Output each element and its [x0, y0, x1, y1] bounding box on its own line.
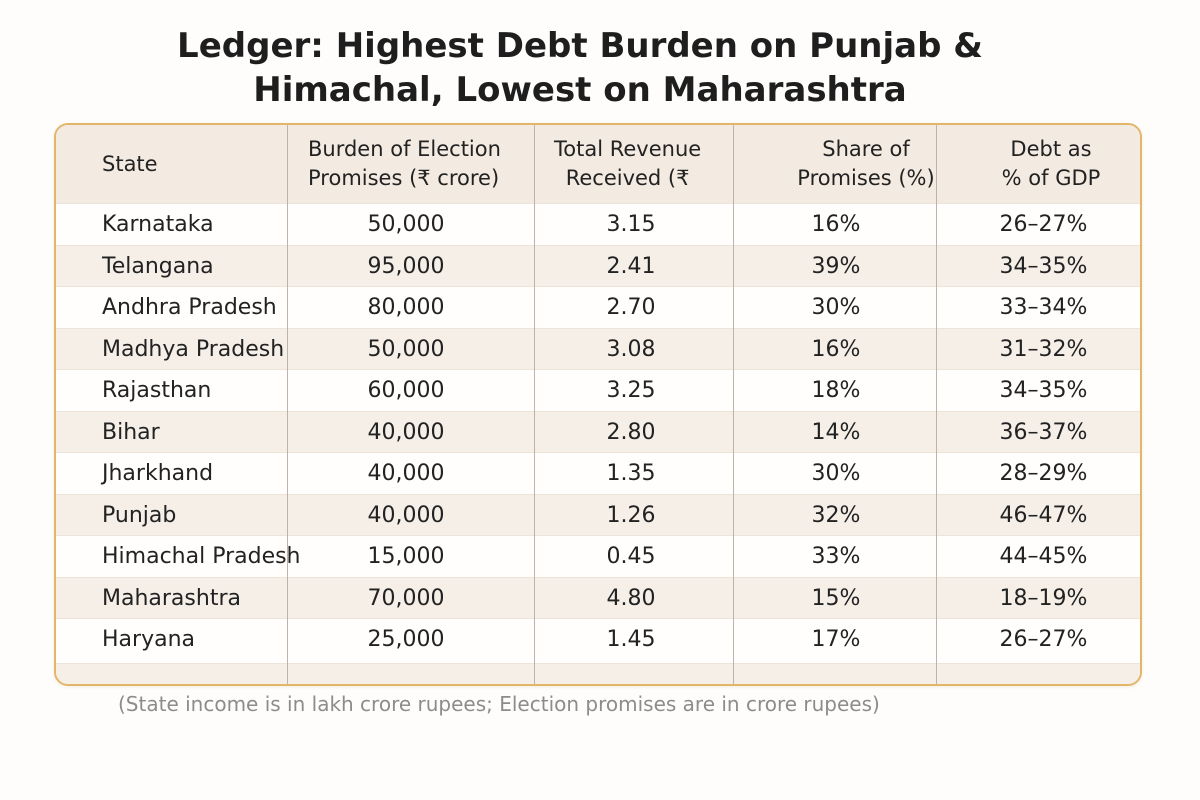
- cell-share: 30%: [811, 295, 861, 321]
- cell-state: Madhya Pradesh: [102, 336, 285, 362]
- cell-burden: 40,000: [367, 419, 445, 445]
- header-share-line1: Share of: [822, 137, 910, 161]
- cell-share: 16%: [811, 212, 861, 238]
- cell-state: Himachal Pradesh: [102, 544, 301, 570]
- table-row: Maharashtra 70,000 4.80 15% 18–19%: [56, 576, 1140, 619]
- cell-share: 32%: [811, 502, 861, 528]
- table-row: Telangana 95,000 2.41 39% 34–35%: [56, 244, 1140, 287]
- cell-share: 17%: [811, 627, 861, 653]
- data-table: State Burden of Election Promises (₹ cro…: [54, 123, 1142, 686]
- cell-debt: 26–27%: [999, 212, 1088, 238]
- header-share-line2: Promises (%): [797, 166, 935, 190]
- cell-debt: 28–29%: [999, 461, 1088, 487]
- table-row: Haryana 25,000 1.45 17% 26–27%: [56, 618, 1140, 661]
- cell-burden: 40,000: [367, 461, 445, 487]
- cell-burden: 15,000: [367, 544, 445, 570]
- table-header: State Burden of Election Promises (₹ cro…: [56, 125, 1140, 204]
- cell-revenue: 1.45: [606, 627, 656, 653]
- cell-state: Jharkhand: [102, 461, 214, 487]
- cell-revenue: 0.45: [606, 544, 656, 570]
- cell-debt: 46–47%: [999, 502, 1088, 528]
- header-debt-line2: % of GDP: [1001, 166, 1101, 190]
- header-burden-line2: Promises (₹ crore): [308, 166, 500, 190]
- cell-debt: 34–35%: [999, 378, 1088, 404]
- cell-state: Punjab: [102, 502, 177, 528]
- header-burden: Burden of Election Promises (₹ crore): [308, 125, 501, 203]
- header-state-label: State: [102, 151, 158, 176]
- cell-revenue: 3.25: [606, 378, 656, 404]
- cell-state: Rajasthan: [102, 378, 212, 404]
- cell-state: Maharashtra: [102, 585, 241, 611]
- table-row: Rajasthan 60,000 3.25 18% 34–35%: [56, 369, 1140, 412]
- column-divider: [936, 125, 937, 684]
- cell-debt: 44–45%: [999, 544, 1088, 570]
- column-divider: [733, 125, 734, 684]
- table-row: Andhra Pradesh 80,000 2.70 30% 33–34%: [56, 286, 1140, 329]
- column-divider: [287, 125, 288, 684]
- cell-state: Bihar: [102, 419, 160, 445]
- table-row: Punjab 40,000 1.26 32% 46–47%: [56, 493, 1140, 536]
- title-line-1: Ledger: Highest Debt Burden on Punjab &: [177, 26, 983, 66]
- cell-burden: 95,000: [367, 253, 445, 279]
- cell-burden: 80,000: [367, 295, 445, 321]
- cell-revenue: 1.35: [606, 461, 656, 487]
- cell-share: 18%: [811, 378, 861, 404]
- table-row: Jharkhand 40,000 1.35 30% 28–29%: [56, 452, 1140, 495]
- cell-debt: 26–27%: [999, 627, 1088, 653]
- cell-burden: 50,000: [367, 212, 445, 238]
- cell-revenue: 1.26: [606, 502, 656, 528]
- header-burden-line1: Burden of Election: [308, 137, 501, 161]
- table-row: Himachal Pradesh 15,000 0.45 33% 44–45%: [56, 535, 1140, 578]
- cell-state: Karnataka: [102, 212, 214, 238]
- cell-debt: 18–19%: [999, 585, 1088, 611]
- cell-revenue: 3.15: [606, 212, 656, 238]
- column-divider: [534, 125, 535, 684]
- cell-revenue: 2.80: [606, 419, 656, 445]
- table-row: Karnataka 50,000 3.15 16% 26–27%: [56, 203, 1140, 246]
- table-row: Madhya Pradesh 50,000 3.08 16% 31–32%: [56, 327, 1140, 370]
- cell-burden: 50,000: [367, 336, 445, 362]
- cell-burden: 25,000: [367, 627, 445, 653]
- cell-revenue: 2.70: [606, 295, 656, 321]
- cell-revenue: 2.41: [606, 253, 656, 279]
- cell-state: Haryana: [102, 627, 195, 653]
- cell-share: 16%: [811, 336, 861, 362]
- header-state: State: [102, 125, 158, 203]
- header-revenue: Total Revenue Received (₹: [554, 125, 701, 203]
- title-line-2: Himachal, Lowest on Maharashtra: [253, 70, 907, 110]
- cell-debt: 34–35%: [999, 253, 1088, 279]
- cell-burden: 60,000: [367, 378, 445, 404]
- cell-share: 14%: [811, 419, 861, 445]
- cell-debt: 36–37%: [999, 419, 1088, 445]
- cell-state: Andhra Pradesh: [102, 295, 277, 321]
- header-share: Share of Promises (%): [766, 125, 966, 203]
- cell-burden: 40,000: [367, 502, 445, 528]
- cell-share: 39%: [811, 253, 861, 279]
- table-footer-band: [56, 663, 1140, 684]
- header-debt-line1: Debt as: [1010, 137, 1092, 161]
- cell-revenue: 3.08: [606, 336, 656, 362]
- cell-debt: 31–32%: [999, 336, 1088, 362]
- header-revenue-line1: Total Revenue: [554, 137, 702, 161]
- table-row: Bihar 40,000 2.80 14% 36–37%: [56, 410, 1140, 453]
- cell-debt: 33–34%: [999, 295, 1088, 321]
- cell-share: 15%: [811, 585, 861, 611]
- cell-share: 33%: [811, 544, 861, 570]
- cell-burden: 70,000: [367, 585, 445, 611]
- cell-state: Telangana: [102, 253, 214, 279]
- cell-revenue: 4.80: [606, 585, 656, 611]
- cell-share: 30%: [811, 461, 861, 487]
- header-debt: Debt as % of GDP: [976, 125, 1126, 203]
- header-revenue-line2: Received (₹: [565, 166, 690, 190]
- footnote: (State income is in lakh crore rupees; E…: [118, 692, 880, 716]
- chart-title: Ledger: Highest Debt Burden on Punjab & …: [0, 24, 1160, 112]
